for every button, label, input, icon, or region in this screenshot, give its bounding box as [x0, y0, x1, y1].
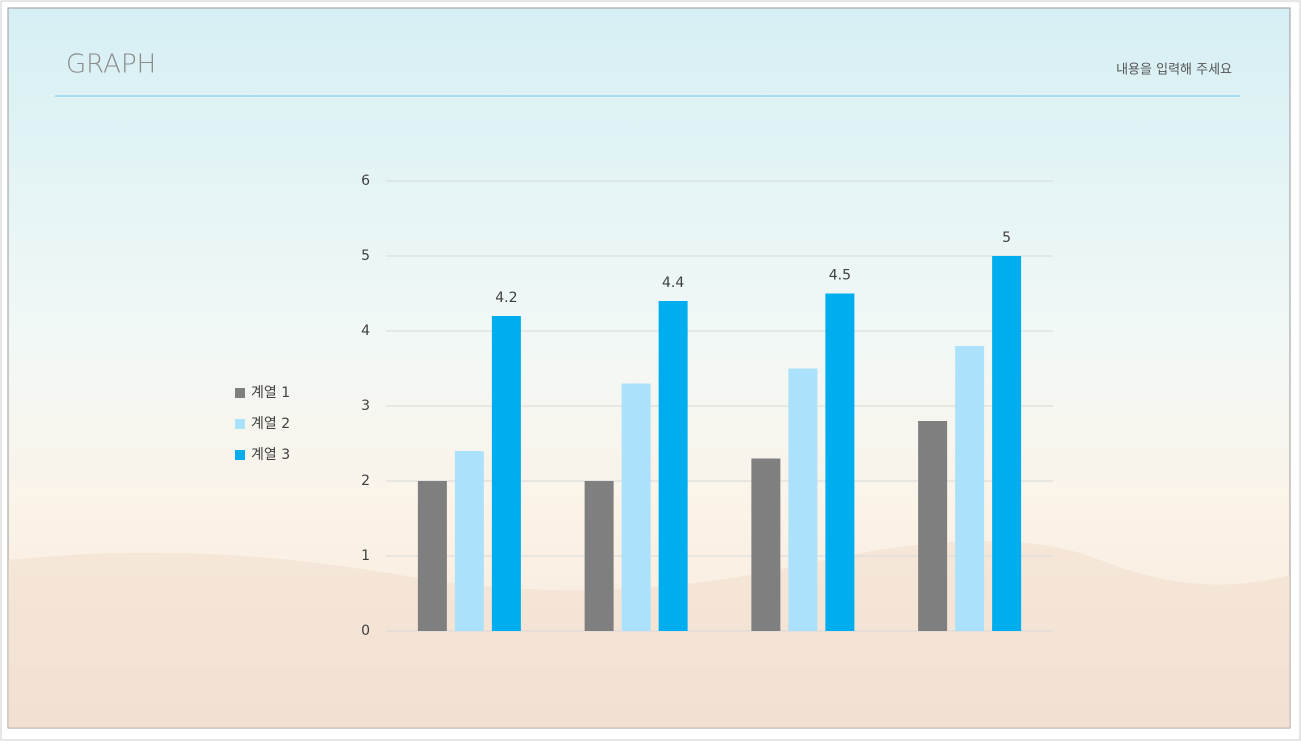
data-label: 5 — [1002, 230, 1011, 246]
data-label: 4.4 — [662, 275, 684, 291]
bar — [751, 458, 781, 631]
bar — [621, 383, 651, 631]
data-label: 4.2 — [495, 290, 517, 306]
y-tick-label: 2 — [361, 473, 370, 489]
bar — [584, 481, 614, 631]
legend-swatch — [235, 450, 245, 460]
bar — [788, 368, 818, 631]
y-tick-label: 4 — [361, 323, 370, 339]
y-tick-label: 1 — [361, 548, 370, 564]
y-tick-label: 0 — [361, 623, 370, 639]
bar — [417, 481, 447, 631]
data-label: 4.5 — [829, 268, 851, 284]
y-tick-label: 5 — [361, 248, 370, 264]
legend-swatch — [235, 388, 245, 398]
y-tick-label: 3 — [361, 398, 370, 414]
legend-label: 계열 1 — [251, 385, 290, 401]
bar — [454, 451, 484, 631]
bar — [825, 293, 855, 631]
bar — [491, 316, 521, 631]
y-tick-label: 6 — [361, 173, 370, 189]
legend-label: 계열 3 — [251, 447, 290, 463]
subtitle: 내용을 입력해 주세요 — [1116, 63, 1232, 78]
bar — [955, 346, 985, 631]
legend-swatch — [235, 419, 245, 429]
chart-title: GRAPH — [66, 50, 156, 80]
bar — [658, 301, 688, 631]
legend-label: 계열 2 — [251, 416, 290, 432]
bar — [992, 256, 1022, 631]
bar — [918, 421, 948, 631]
